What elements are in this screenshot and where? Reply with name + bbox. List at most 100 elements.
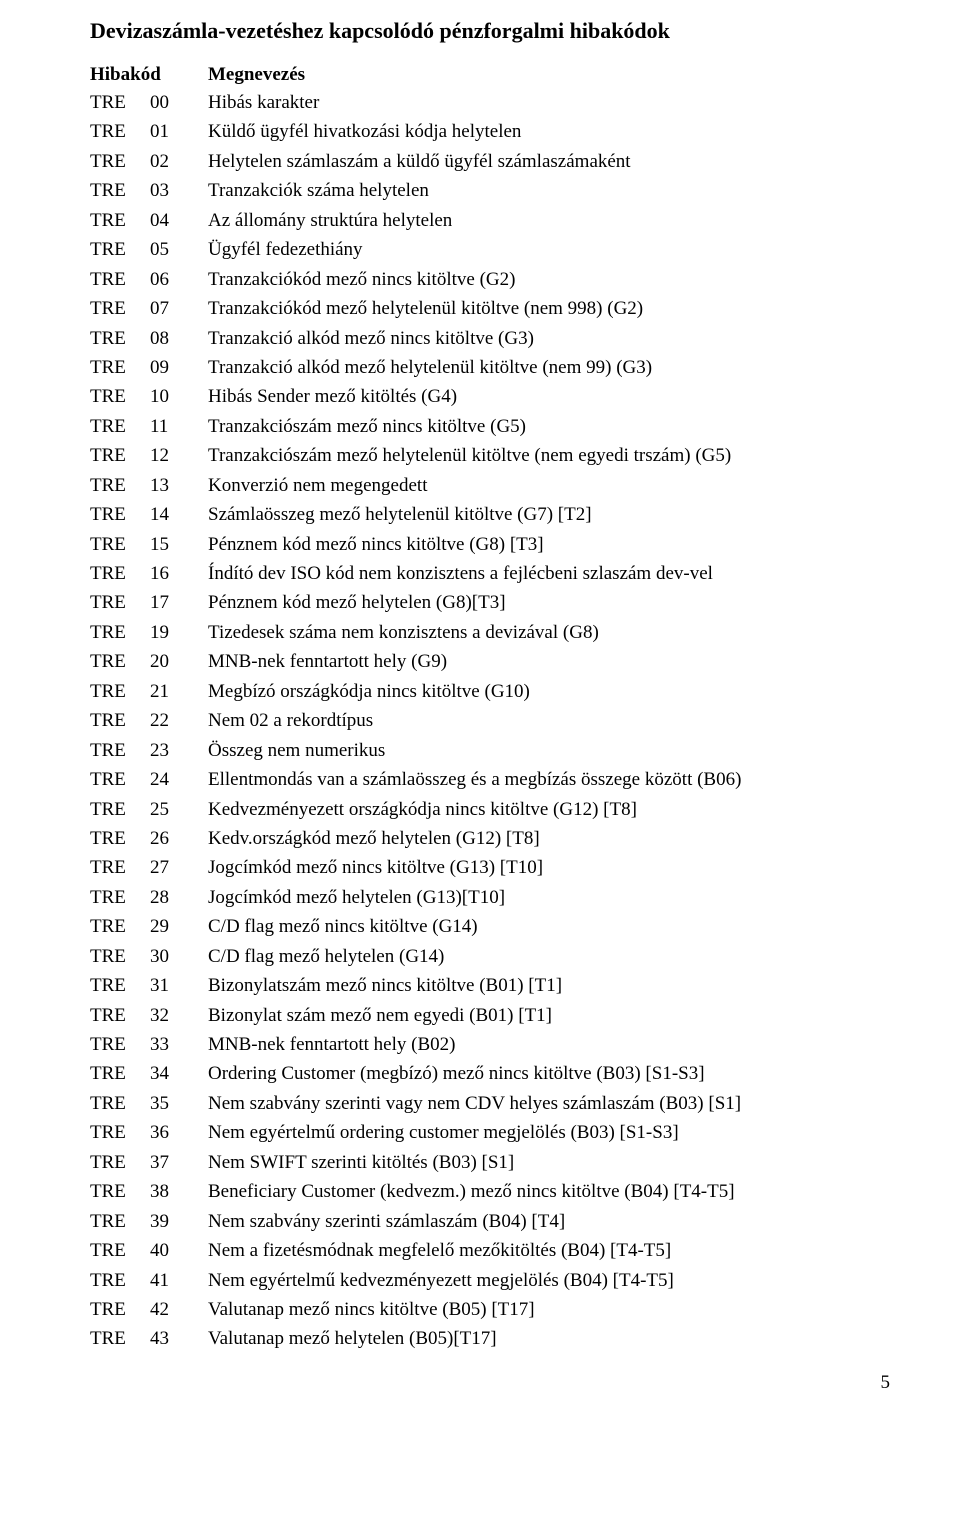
- code-description: Tranzakciószám mező nincs kitöltve (G5): [208, 412, 890, 441]
- code-description: Índító dev ISO kód nem konzisztens a fej…: [208, 559, 890, 588]
- code-number: 02: [150, 147, 208, 176]
- code-description: Tranzakció alkód mező helytelenül kitölt…: [208, 353, 890, 382]
- code-description: Bizonylat szám mező nem egyedi (B01) [T1…: [208, 1001, 890, 1030]
- table-row: TRE24Ellentmondás van a számlaösszeg és …: [90, 765, 890, 794]
- table-row: TRE28Jogcímkód mező helytelen (G13)[T10]: [90, 883, 890, 912]
- table-row: TRE19Tizedesek száma nem konzisztens a d…: [90, 618, 890, 647]
- code-prefix: TRE: [90, 706, 150, 735]
- code-description: Tranzakció alkód mező nincs kitöltve (G3…: [208, 324, 890, 353]
- code-description: Nem szabvány szerinti vagy nem CDV helye…: [208, 1089, 890, 1118]
- code-number: 30: [150, 942, 208, 971]
- code-number: 33: [150, 1030, 208, 1059]
- code-prefix: TRE: [90, 382, 150, 411]
- code-number: 08: [150, 324, 208, 353]
- code-number: 00: [150, 88, 208, 117]
- code-prefix: TRE: [90, 1177, 150, 1206]
- table-row: TRE03Tranzakciók száma helytelen: [90, 176, 890, 205]
- table-row: TRE20MNB-nek fenntartott hely (G9): [90, 647, 890, 676]
- code-description: Megbízó országkódja nincs kitöltve (G10): [208, 677, 890, 706]
- code-number: 26: [150, 824, 208, 853]
- code-prefix: TRE: [90, 117, 150, 146]
- code-prefix: TRE: [90, 1089, 150, 1118]
- table-row: TRE21Megbízó országkódja nincs kitöltve …: [90, 677, 890, 706]
- code-prefix: TRE: [90, 677, 150, 706]
- code-description: Ordering Customer (megbízó) mező nincs k…: [208, 1059, 890, 1088]
- code-description: Nem 02 a rekordtípus: [208, 706, 890, 735]
- code-description: MNB-nek fenntartott hely (G9): [208, 647, 890, 676]
- code-description: Küldő ügyfél hivatkozási kódja helytelen: [208, 117, 890, 146]
- table-row: TRE38Beneficiary Customer (kedvezm.) mez…: [90, 1177, 890, 1206]
- table-row: TRE00Hibás karakter: [90, 88, 890, 117]
- table-row: TRE10Hibás Sender mező kitöltés (G4): [90, 382, 890, 411]
- table-row: TRE30C/D flag mező helytelen (G14): [90, 942, 890, 971]
- code-number: 17: [150, 588, 208, 617]
- code-prefix: TRE: [90, 824, 150, 853]
- code-prefix: TRE: [90, 1266, 150, 1295]
- code-prefix: TRE: [90, 1030, 150, 1059]
- code-number: 04: [150, 206, 208, 235]
- code-prefix: TRE: [90, 206, 150, 235]
- table-row: TRE14Számlaösszeg mező helytelenül kitöl…: [90, 500, 890, 529]
- code-prefix: TRE: [90, 912, 150, 941]
- table-row: TRE41Nem egyértelmű kedvezményezett megj…: [90, 1266, 890, 1295]
- code-number: 37: [150, 1148, 208, 1177]
- code-prefix: TRE: [90, 1295, 150, 1324]
- table-row: TRE09Tranzakció alkód mező helytelenül k…: [90, 353, 890, 382]
- code-number: 22: [150, 706, 208, 735]
- code-prefix: TRE: [90, 147, 150, 176]
- table-row: TRE34Ordering Customer (megbízó) mező ni…: [90, 1059, 890, 1088]
- code-prefix: TRE: [90, 765, 150, 794]
- table-row: TRE37Nem SWIFT szerinti kitöltés (B03) […: [90, 1148, 890, 1177]
- code-prefix: TRE: [90, 1324, 150, 1353]
- code-number: 06: [150, 265, 208, 294]
- code-number: 13: [150, 471, 208, 500]
- code-number: 27: [150, 853, 208, 882]
- table-row: TRE06Tranzakciókód mező nincs kitöltve (…: [90, 265, 890, 294]
- table-row: TRE36Nem egyértelmű ordering customer me…: [90, 1118, 890, 1147]
- code-number: 39: [150, 1207, 208, 1236]
- table-row: TRE33MNB-nek fenntartott hely (B02): [90, 1030, 890, 1059]
- code-description: Tranzakciókód mező helytelenül kitöltve …: [208, 294, 890, 323]
- table-row: TRE25Kedvezményezett országkódja nincs k…: [90, 795, 890, 824]
- code-prefix: TRE: [90, 795, 150, 824]
- code-number: 05: [150, 235, 208, 264]
- table-row: TRE40Nem a fizetésmódnak megfelelő mezők…: [90, 1236, 890, 1265]
- code-number: 32: [150, 1001, 208, 1030]
- table-row: TRE01Küldő ügyfél hivatkozási kódja hely…: [90, 117, 890, 146]
- table-row: TRE17Pénznem kód mező helytelen (G8)[T3]: [90, 588, 890, 617]
- table-row: TRE26Kedv.országkód mező helytelen (G12)…: [90, 824, 890, 853]
- code-description: Nem egyértelmű ordering customer megjelö…: [208, 1118, 890, 1147]
- code-description: Kedv.országkód mező helytelen (G12) [T8]: [208, 824, 890, 853]
- table-header: Hibakód Megnevezés: [90, 64, 890, 86]
- code-description: Pénznem kód mező helytelen (G8)[T3]: [208, 588, 890, 617]
- code-description: Beneficiary Customer (kedvezm.) mező nin…: [208, 1177, 890, 1206]
- code-description: Jogcímkód mező helytelen (G13)[T10]: [208, 883, 890, 912]
- code-description: Helytelen számlaszám a küldő ügyfél szám…: [208, 147, 890, 176]
- code-description: Hibás Sender mező kitöltés (G4): [208, 382, 890, 411]
- code-prefix: TRE: [90, 1148, 150, 1177]
- code-prefix: TRE: [90, 1059, 150, 1088]
- table-row: TRE23Összeg nem numerikus: [90, 736, 890, 765]
- table-row: TRE02Helytelen számlaszám a küldő ügyfél…: [90, 147, 890, 176]
- code-prefix: TRE: [90, 353, 150, 382]
- code-number: 25: [150, 795, 208, 824]
- code-prefix: TRE: [90, 235, 150, 264]
- code-number: 38: [150, 1177, 208, 1206]
- code-number: 01: [150, 117, 208, 146]
- page-title: Devizaszámla-vezetéshez kapcsolódó pénzf…: [90, 18, 890, 44]
- code-number: 10: [150, 382, 208, 411]
- code-description: Tranzakciószám mező helytelenül kitöltve…: [208, 441, 890, 470]
- code-prefix: TRE: [90, 412, 150, 441]
- code-number: 31: [150, 971, 208, 1000]
- table-row: TRE12Tranzakciószám mező helytelenül kit…: [90, 441, 890, 470]
- code-description: Pénznem kód mező nincs kitöltve (G8) [T3…: [208, 530, 890, 559]
- code-number: 40: [150, 1236, 208, 1265]
- code-prefix: TRE: [90, 588, 150, 617]
- code-description: Az állomány struktúra helytelen: [208, 206, 890, 235]
- code-prefix: TRE: [90, 853, 150, 882]
- code-prefix: TRE: [90, 441, 150, 470]
- table-row: TRE39Nem szabvány szerinti számlaszám (B…: [90, 1207, 890, 1236]
- code-number: 03: [150, 176, 208, 205]
- code-number: 29: [150, 912, 208, 941]
- code-prefix: TRE: [90, 88, 150, 117]
